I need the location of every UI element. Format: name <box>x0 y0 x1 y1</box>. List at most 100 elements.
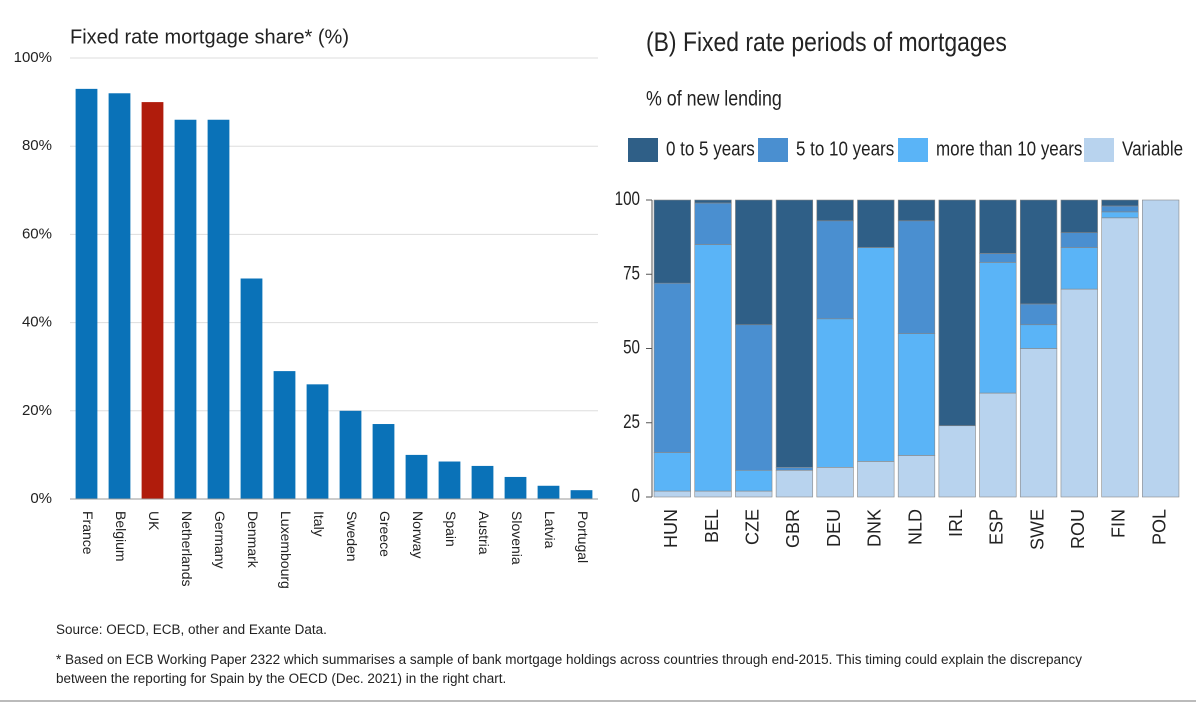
bar-segment <box>735 199 773 326</box>
x-tick-label: Sweden <box>344 511 360 562</box>
bar <box>504 476 527 499</box>
x-tick-label: ESP <box>987 509 1007 545</box>
bar-segment <box>816 220 854 320</box>
bar <box>471 465 494 499</box>
bar <box>75 88 98 500</box>
y-tick-label: 80% <box>22 137 52 154</box>
x-tick-label: SWE <box>1027 509 1047 550</box>
bar-segment <box>857 461 895 498</box>
bar-segment <box>735 469 773 492</box>
x-tick-label: Netherlands <box>179 511 195 587</box>
bar <box>207 119 230 500</box>
bar <box>141 102 164 499</box>
bar-segment <box>816 318 854 468</box>
x-tick-label: Spain <box>443 511 459 547</box>
x-tick-label: BEL <box>702 509 722 543</box>
bar-segment <box>1060 199 1098 233</box>
bar <box>438 461 461 499</box>
bar-segment <box>979 392 1017 498</box>
chart-subtitle: % of new lending <box>646 87 782 111</box>
x-tick-label: Denmark <box>245 511 261 569</box>
source-note: Source: OECD, ECB, other and Exante Data… <box>56 622 327 637</box>
bar-segment <box>653 282 691 453</box>
y-tick-label: 0% <box>30 490 52 507</box>
x-tick-label: Greece <box>377 511 393 557</box>
bar-segment <box>775 199 814 468</box>
x-tick-label: DNK <box>865 509 885 547</box>
legend-swatch <box>628 138 658 162</box>
legend-label: 5 to 10 years <box>796 137 894 160</box>
legend-swatch <box>898 138 928 162</box>
bar-segment <box>1101 199 1139 207</box>
y-tick-label: 100% <box>14 49 52 66</box>
bar-segment <box>897 455 936 498</box>
bar <box>240 278 263 499</box>
bar-segment <box>1101 205 1139 213</box>
bar-segment <box>816 199 854 222</box>
bar-segment <box>1142 199 1180 498</box>
bar <box>306 384 329 499</box>
y-tick-label: 25 <box>623 410 640 432</box>
bar <box>372 424 395 499</box>
x-tick-label: HUN <box>661 509 681 548</box>
bar-segment <box>694 199 732 204</box>
y-tick-label: 100 <box>615 187 640 209</box>
y-tick-label: 50 <box>623 336 640 358</box>
bar-segment <box>1019 303 1058 326</box>
x-tick-label: IRL <box>946 509 966 537</box>
x-tick-label: ROU <box>1068 509 1088 549</box>
y-tick-label: 75 <box>623 262 640 284</box>
bar-segment <box>938 425 976 498</box>
x-tick-label: Austria <box>476 511 492 555</box>
legend-swatch <box>758 138 788 162</box>
x-tick-label: France <box>80 511 96 555</box>
x-tick-label: NLD <box>905 509 925 545</box>
x-tick-label: Slovenia <box>509 511 525 565</box>
bar-segment <box>694 202 732 245</box>
footnote: * Based on ECB Working Paper 2322 which … <box>56 652 1083 686</box>
x-tick-label: POL <box>1149 509 1169 545</box>
bar-segment <box>694 244 732 492</box>
bar <box>174 119 197 500</box>
chart-title: Fixed rate mortgage share* (%) <box>70 26 349 48</box>
bar-segment <box>1060 288 1098 498</box>
bar-segment <box>897 220 936 334</box>
bar-segment <box>775 466 814 471</box>
legend-swatch <box>1084 138 1114 162</box>
x-tick-label: UK <box>146 511 162 531</box>
bar <box>339 410 362 499</box>
bar-segment <box>1101 211 1139 219</box>
bar-segment <box>979 262 1017 394</box>
bar-segment <box>653 490 691 498</box>
bar-segment <box>653 199 691 284</box>
y-tick-label: 20% <box>22 402 52 419</box>
legend-label: Variable <box>1122 137 1183 160</box>
x-tick-label: FIN <box>1109 509 1129 538</box>
legend-label: 0 to 5 years <box>666 137 755 160</box>
bar-segment <box>1101 217 1139 498</box>
bar <box>537 485 560 499</box>
bar-segment <box>1060 247 1098 290</box>
bar <box>273 371 296 499</box>
legend-label: more than 10 years <box>936 137 1082 160</box>
bar <box>108 93 131 499</box>
bar-segment <box>897 199 936 222</box>
bar-segment <box>1060 232 1098 248</box>
x-tick-label: CZE <box>742 509 762 545</box>
bar-segment <box>694 490 732 498</box>
x-tick-label: Norway <box>410 511 426 558</box>
bar-segment <box>735 490 773 498</box>
bar <box>570 490 593 499</box>
bar-segment <box>653 452 691 492</box>
y-tick-label: 40% <box>22 314 52 331</box>
y-tick-label: 0 <box>632 484 640 506</box>
bar-segment <box>735 324 773 471</box>
bar-segment <box>979 253 1017 263</box>
bar-segment <box>857 247 895 462</box>
bar-segment <box>1019 348 1058 498</box>
y-tick-label: 60% <box>22 225 52 242</box>
bar-segment <box>938 199 976 427</box>
x-tick-label: Luxembourg <box>278 511 294 589</box>
